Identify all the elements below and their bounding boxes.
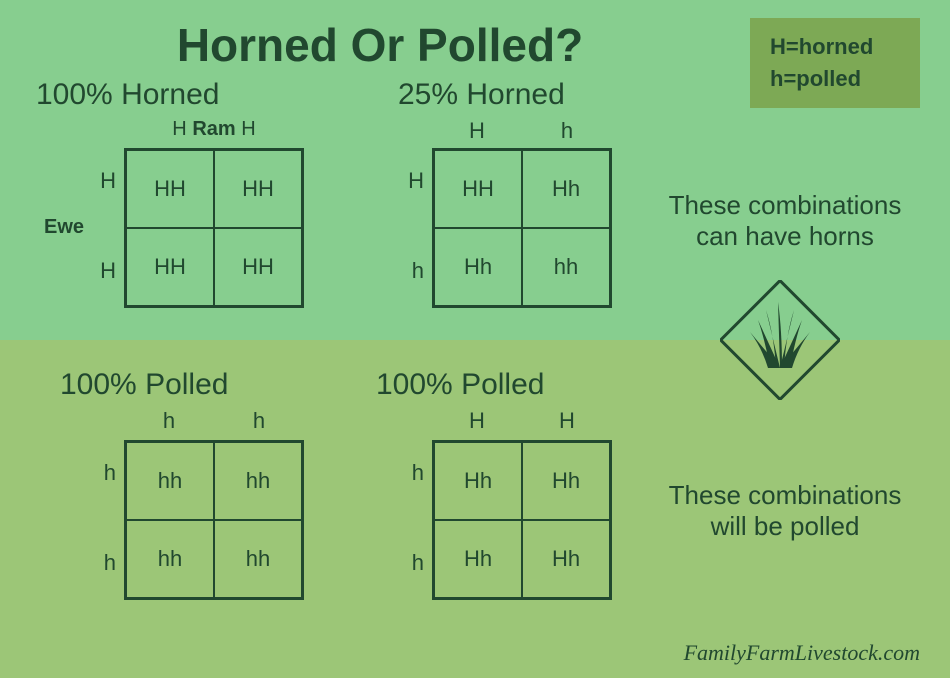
- q1-label: 100% Horned: [36, 78, 219, 112]
- q2-grid: HH Hh Hh hh: [432, 148, 612, 308]
- legend-polled: h=polled: [770, 66, 920, 92]
- q4-top-1: H: [522, 408, 612, 434]
- q3-label: 100% Polled: [60, 368, 228, 402]
- q2-cell-3: hh: [522, 228, 610, 306]
- q1-cell-2: HH: [126, 228, 214, 306]
- q4-side-0: h: [394, 460, 424, 486]
- q3-top-1: h: [214, 408, 304, 434]
- q1-cell-1: HH: [214, 150, 302, 228]
- q3-top-0: h: [124, 408, 214, 434]
- q4-label: 100% Polled: [376, 368, 544, 402]
- q3-side-1: h: [86, 550, 116, 576]
- credit-text: FamilyFarmLivestock.com: [684, 640, 920, 666]
- q2-cell-2: Hh: [434, 228, 522, 306]
- q1-cell-0: HH: [126, 150, 214, 228]
- q4-cell-2: Hh: [434, 520, 522, 598]
- q1-cell-3: HH: [214, 228, 302, 306]
- ewe-label: Ewe: [44, 216, 84, 239]
- q1-grid: HH HH HH HH: [124, 148, 304, 308]
- q3-cell-1: hh: [214, 442, 302, 520]
- q4-cell-0: Hh: [434, 442, 522, 520]
- q2-cell-0: HH: [434, 150, 522, 228]
- q1-side-1: H: [86, 258, 116, 284]
- side-text-bottom: These combinations will be polled: [650, 480, 920, 542]
- q2-label: 25% Horned: [398, 78, 565, 112]
- q2-top-0: H: [432, 118, 522, 144]
- side-text-top: These combinations can have horns: [650, 190, 920, 252]
- q3-cell-2: hh: [126, 520, 214, 598]
- q4-side-1: h: [394, 550, 424, 576]
- q4-cell-3: Hh: [522, 520, 610, 598]
- q3-cell-3: hh: [214, 520, 302, 598]
- legend-box: H=horned h=polled: [750, 18, 920, 108]
- q2-cell-1: Hh: [522, 150, 610, 228]
- ram-label: H Ram H: [124, 118, 304, 141]
- q1-side-0: H: [86, 168, 116, 194]
- page-title: Horned Or Polled?: [0, 18, 760, 72]
- q3-side-0: h: [86, 460, 116, 486]
- q2-side-1: h: [394, 258, 424, 284]
- legend-horned: H=horned: [770, 34, 920, 60]
- q3-cell-0: hh: [126, 442, 214, 520]
- q4-top-0: H: [432, 408, 522, 434]
- q3-grid: hh hh hh hh: [124, 440, 304, 600]
- q4-grid: Hh Hh Hh Hh: [432, 440, 612, 600]
- grass-icon: [720, 280, 840, 400]
- q2-side-0: H: [394, 168, 424, 194]
- q4-cell-1: Hh: [522, 442, 610, 520]
- q2-top-1: h: [522, 118, 612, 144]
